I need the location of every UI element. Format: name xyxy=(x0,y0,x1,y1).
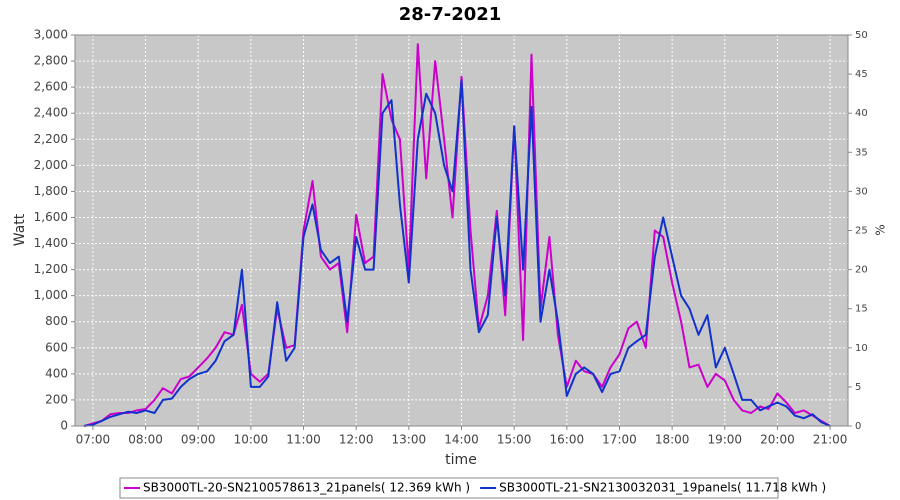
y-tick-label: 0 xyxy=(60,419,68,433)
y2-tick-label: 30 xyxy=(855,186,868,197)
y2-tick-label: 25 xyxy=(855,226,868,237)
y-axis-label: Watt xyxy=(12,213,28,246)
y2-tick-label: 40 xyxy=(855,108,868,119)
y-tick-label: 600 xyxy=(45,340,68,354)
y2-tick-label: 10 xyxy=(855,343,868,354)
y-tick-label: 1,200 xyxy=(34,262,68,276)
y2-tick-label: 35 xyxy=(855,147,868,158)
x-tick-label: 17:00 xyxy=(602,433,637,447)
y2-tick-label: 5 xyxy=(855,382,861,393)
y-tick-label: 400 xyxy=(45,366,68,380)
y-tick-label: 2,600 xyxy=(34,80,68,94)
y-tick-label: 1,600 xyxy=(34,210,68,224)
y2-tick-label: 15 xyxy=(855,304,868,315)
x-tick-label: 18:00 xyxy=(655,433,690,447)
y-tick-label: 2,200 xyxy=(34,132,68,146)
y-tick-label: 1,400 xyxy=(34,236,68,250)
x-tick-label: 10:00 xyxy=(234,433,269,447)
x-tick-label: 20:00 xyxy=(760,433,795,447)
legend xyxy=(119,477,779,499)
y2-axis-label: % xyxy=(874,224,888,235)
x-tick-label: 21:00 xyxy=(813,433,848,447)
x-tick-label: 19:00 xyxy=(707,433,742,447)
y-tick-label: 1,800 xyxy=(34,184,68,198)
y-tick-label: 800 xyxy=(45,314,68,328)
y-tick-label: 200 xyxy=(45,392,68,406)
x-tick-label: 09:00 xyxy=(181,433,216,447)
series-line xyxy=(83,79,831,427)
x-tick-label: 13:00 xyxy=(392,433,427,447)
y2-tick-label: 20 xyxy=(855,265,868,276)
x-tick-label: 08:00 xyxy=(128,433,163,447)
x-tick-label: 15:00 xyxy=(497,433,532,447)
x-axis-label: time xyxy=(445,452,477,468)
x-tick-label: 07:00 xyxy=(76,433,111,447)
y-tick-label: 2,800 xyxy=(34,54,68,68)
legend-label: SB3000TL-20-SN2100578613_21panels( 12.36… xyxy=(143,481,470,495)
y2-tick-label: 0 xyxy=(855,421,861,432)
x-tick-label: 12:00 xyxy=(339,433,374,447)
x-tick-label: 11:00 xyxy=(286,433,321,447)
x-tick-label: 16:00 xyxy=(550,433,585,447)
y-tick-label: 2,400 xyxy=(34,106,68,120)
y-tick-label: 3,000 xyxy=(34,28,68,42)
chart-title: 28-7-2021 xyxy=(399,4,502,25)
x-tick-label: 14:00 xyxy=(444,433,479,447)
plot-border xyxy=(74,34,849,427)
y2-tick-label: 50 xyxy=(855,30,868,41)
legend-label: SB3000TL-21-SN2130032031_19panels( 11.71… xyxy=(499,481,826,495)
y-tick-label: 1,000 xyxy=(34,288,68,302)
y-tick-label: 2,000 xyxy=(34,158,68,172)
y2-tick-label: 45 xyxy=(855,69,868,80)
